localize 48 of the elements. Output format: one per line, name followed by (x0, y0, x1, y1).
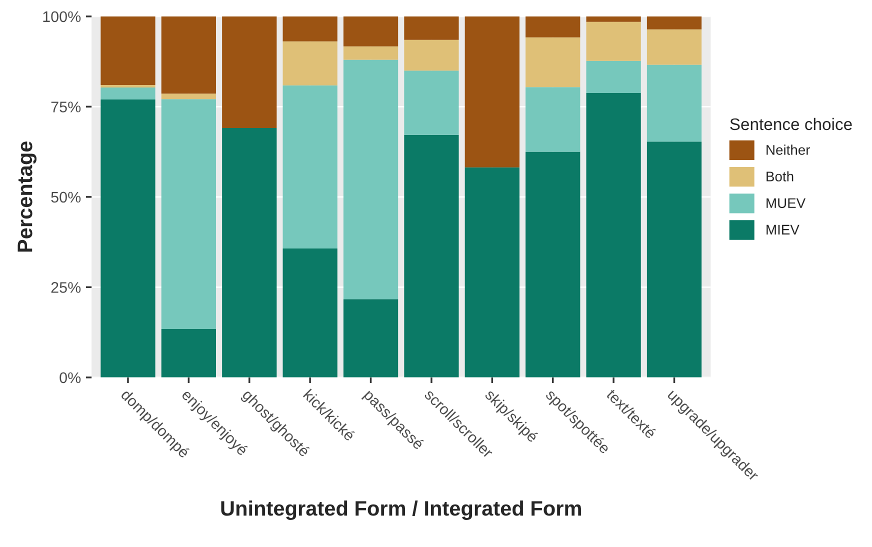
y-tick-label: 50% (51, 192, 81, 203)
bar (100, 16, 156, 86)
bar (343, 46, 398, 60)
bar (586, 16, 641, 22)
bar (222, 16, 277, 128)
bar (464, 167, 520, 378)
y-tick-label: 25% (51, 282, 81, 293)
bar (526, 87, 580, 152)
y-tick-label: 0% (60, 372, 81, 384)
bar (586, 60, 641, 93)
bar (526, 16, 580, 38)
bar (161, 99, 216, 330)
bar (464, 16, 520, 168)
bar (404, 40, 459, 71)
legend-label: Both (766, 171, 794, 182)
bar (100, 99, 156, 378)
bar (343, 299, 398, 378)
bar (526, 37, 580, 88)
bar (404, 16, 459, 40)
bar (646, 142, 702, 378)
bar (526, 152, 580, 378)
bar (646, 16, 702, 30)
legend-label: MIEV (766, 224, 800, 234)
legend-label: MUEV (766, 198, 806, 208)
bar (282, 41, 338, 86)
bar (222, 128, 277, 378)
y-tick-label: 75% (51, 102, 81, 112)
legend-label: Neither (766, 144, 810, 155)
x-axis-title: Unintegrated Form / Integrated Form (221, 500, 581, 520)
bar (100, 88, 156, 100)
bar (343, 60, 398, 300)
bar (282, 85, 338, 249)
bar (343, 16, 398, 46)
bar (646, 64, 702, 142)
bar (100, 85, 156, 88)
bar (282, 248, 338, 378)
bar (282, 16, 338, 42)
bar (586, 22, 641, 61)
bar (404, 134, 459, 378)
bar (586, 92, 641, 378)
legend-title: Sentence choice (730, 118, 852, 130)
bar (161, 16, 216, 94)
bar (404, 70, 459, 135)
bar (161, 94, 216, 100)
bar (646, 29, 702, 65)
bar (161, 329, 216, 378)
y-axis-title: Percentage (18, 141, 37, 252)
y-tick-label: 100% (43, 11, 81, 22)
